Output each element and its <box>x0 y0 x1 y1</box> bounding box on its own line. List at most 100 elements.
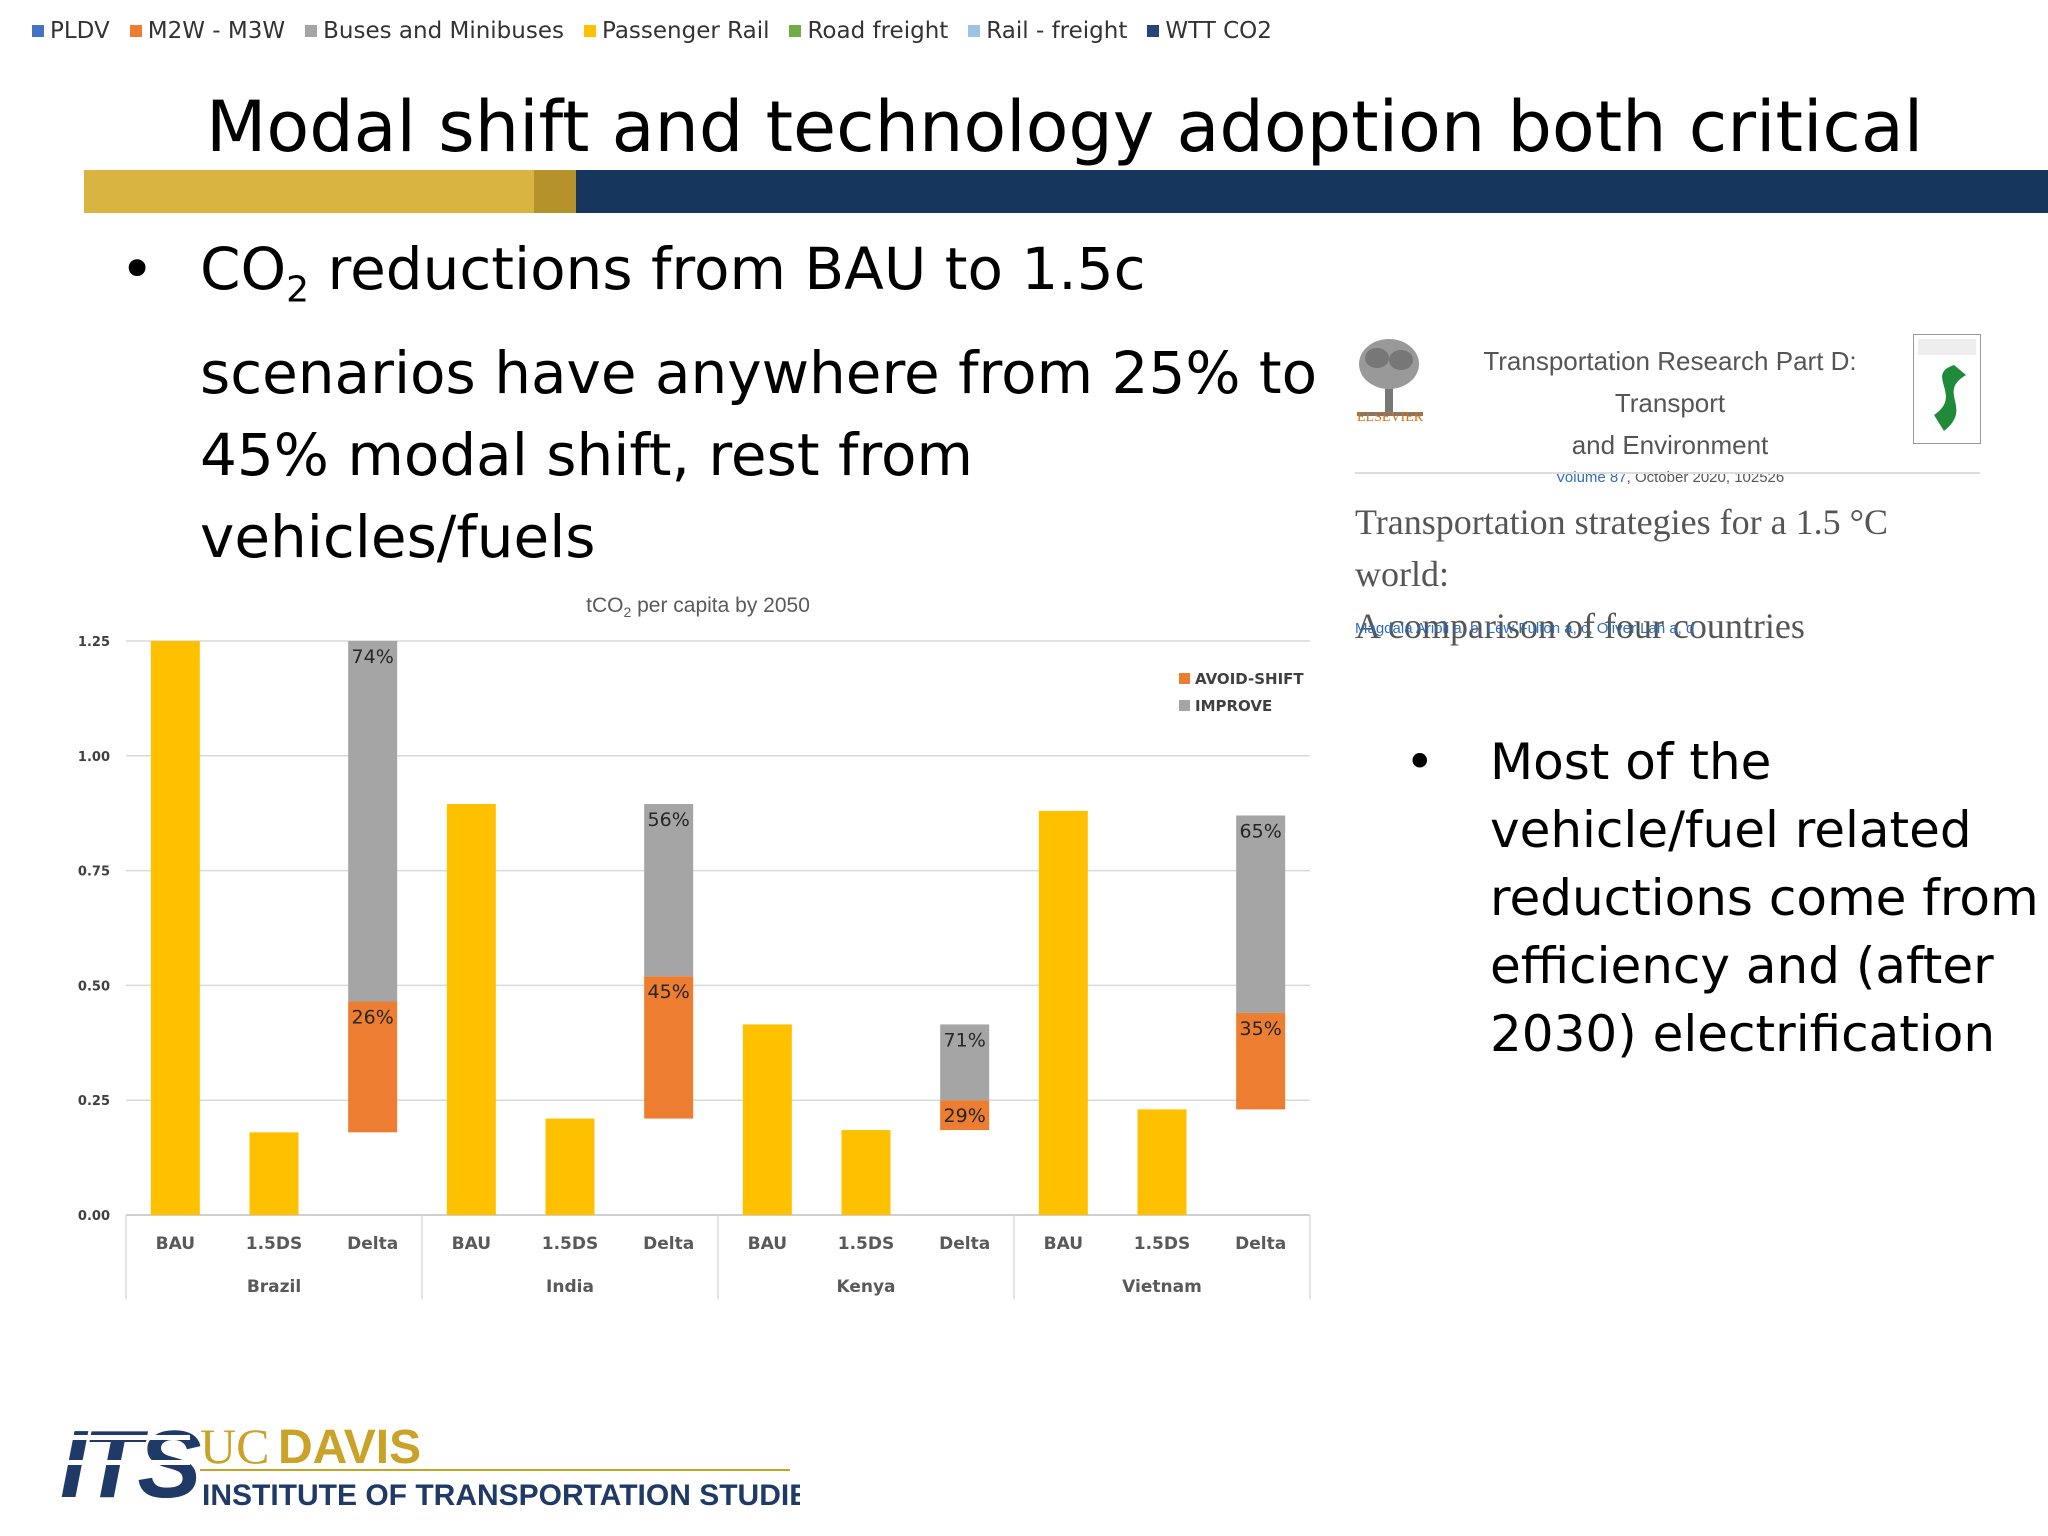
legend-label: M2W - M3W <box>147 18 286 44</box>
x-tick-label: Delta <box>643 1234 694 1254</box>
elsevier-tree-icon <box>1357 339 1423 416</box>
y-tick-label: 1.25 <box>78 635 110 650</box>
x-tick-label: 1.5DS <box>838 1234 894 1254</box>
bar-1-5ds <box>249 1132 299 1215</box>
bar-delta-avoid-shift <box>644 976 694 1119</box>
x-tick-label: BAU <box>156 1234 195 1254</box>
y-tick-label: 0.00 <box>78 1209 110 1224</box>
bar-delta-avoid-shift <box>348 1001 398 1133</box>
paper-title: Transportation strategies for a 1.5 °C w… <box>1355 496 1985 652</box>
legend-label: Buses and Minibuses <box>323 18 564 44</box>
bar-bau <box>150 641 200 1215</box>
journal-cover-image <box>1913 334 1981 444</box>
legend-label: AVOID-SHIFT <box>1195 670 1304 688</box>
bar-1-5ds <box>545 1118 595 1215</box>
bar-bau <box>1038 810 1088 1215</box>
y-tick-label: 1.00 <box>78 750 110 765</box>
legend-label: PLDV <box>50 18 110 44</box>
bullet1-subscript: 2 <box>286 269 310 311</box>
x-tick-label: BAU <box>748 1234 787 1254</box>
legend-label: Rail - freight <box>986 18 1128 44</box>
paper-title-line1: Transportation strategies for a 1.5 °C w… <box>1355 502 1888 594</box>
y-tick-label: 0.50 <box>78 979 110 994</box>
x-tick-label: BAU <box>1044 1234 1083 1254</box>
institute-text: INSTITUTE OF TRANSPORTATION STUDIES <box>202 1479 800 1512</box>
y-tick-label: 0.75 <box>78 865 110 880</box>
legend-swatch-avoid-shift <box>1179 673 1190 684</box>
x-tick-label: 1.5DS <box>542 1234 598 1254</box>
title-band-navy <box>576 170 2048 213</box>
bar-1-5ds <box>841 1130 891 1215</box>
top-legend-item: Buses and Minibuses <box>305 18 564 44</box>
legend-swatch <box>129 25 142 37</box>
title-band-gold-dark <box>534 170 576 213</box>
top-legend-item: WTT CO2 <box>1147 18 1272 44</box>
legend-swatch <box>968 25 981 37</box>
legend-swatch <box>32 25 44 37</box>
journal-line2: and Environment <box>1571 430 1769 460</box>
bullet-dot: • <box>1405 733 1435 791</box>
country-label: Vietnam <box>1122 1277 1202 1297</box>
data-label-avoid-shift: 45% <box>648 981 690 1003</box>
legend-swatch <box>1147 25 1160 37</box>
top-legend-item: PLDV <box>32 18 110 44</box>
top-legend-item: M2W - M3W <box>129 18 286 44</box>
co2-per-capita-chart: tCO2 per capita by 2050 0.00 0.25 0.50 0.75 1… <box>78 594 1311 1299</box>
journal-volume: Volume 87, October 2020, 102526 <box>1435 466 1905 490</box>
bullet1-text-rest: reductions from BAU to 1.5c scenarios ha… <box>200 235 1318 571</box>
x-tick-label: 1.5DS <box>246 1234 302 1254</box>
data-label-improve: 74% <box>352 646 394 668</box>
top-legend-item: Rail - freight <box>968 18 1127 44</box>
chart-title-post: per capita by 2050 <box>631 594 810 617</box>
uc-logo-text: UC <box>200 1418 269 1474</box>
legend-swatch-improve <box>1179 700 1190 711</box>
data-label-avoid-shift: 26% <box>352 1006 394 1028</box>
bar-bau <box>446 804 496 1215</box>
data-label-avoid-shift: 35% <box>1240 1018 1282 1040</box>
country-label: Brazil <box>247 1277 301 1297</box>
bar-delta-improve <box>644 804 694 977</box>
legend-label: Road freight <box>807 18 949 44</box>
top-legend: PLDV M2W - M3W Buses and Minibuses Passenge… <box>32 18 1272 44</box>
its-ucdavis-logo: ITS UC DAVIS INSTITUTE OF TRANSPORTATION… <box>60 1411 800 1515</box>
data-label-improve: 56% <box>648 809 690 831</box>
bar-1-5ds <box>1137 1109 1187 1215</box>
bullet-dot: • <box>120 235 155 303</box>
x-tick-label: 1.5DS <box>1134 1234 1190 1254</box>
x-tick-label: Delta <box>347 1234 398 1254</box>
legend-swatch <box>305 25 318 37</box>
paper-authors[interactable]: Magdala Arioli a, b, Lew Fulton a, c, Ol… <box>1355 620 1695 637</box>
country-label: India <box>546 1277 594 1297</box>
bullet1-text-co: CO <box>200 235 287 303</box>
chart-title: tCO2 per capita by 2050 <box>586 594 810 620</box>
paper-reference: ELSEVIER Transportation Research Part D:… <box>1355 330 1985 650</box>
legend-label: IMPROVE <box>1195 697 1272 715</box>
bar-delta-improve <box>1236 815 1286 1013</box>
bar-delta-improve <box>940 1024 990 1101</box>
journal-name: Transportation Research Part D: Transpor… <box>1435 340 1905 490</box>
slide-title: Modal shift and technology adoption both… <box>206 86 1924 168</box>
y-tick-label: 0.25 <box>78 1094 110 1109</box>
paper-divider <box>1355 472 1980 474</box>
legend-label: Passenger Rail <box>601 18 770 44</box>
data-label-improve: 65% <box>1240 820 1282 842</box>
x-tick-label: Delta <box>1235 1234 1286 1254</box>
chart-title-sub: 2 <box>623 604 631 620</box>
paper-title-line2: A comparison of four countries <box>1355 606 1805 646</box>
legend-swatch <box>789 25 802 37</box>
data-label-avoid-shift: 29% <box>944 1105 986 1127</box>
bar-delta-avoid-shift <box>940 1100 990 1131</box>
bullet2-text: Most of the vehicle/fuel related reducti… <box>1490 733 2039 1063</box>
legend-label: WTT CO2 <box>1165 18 1272 44</box>
country-label: Kenya <box>836 1277 895 1297</box>
x-tick-label: Delta <box>939 1234 990 1254</box>
bar-bau <box>742 1024 792 1215</box>
x-tick-label: BAU <box>452 1234 491 1254</box>
chart-title-pre: tCO <box>586 594 623 617</box>
top-legend-item: Passenger Rail <box>583 18 770 44</box>
journal-line1: Transportation Research Part D: Transpor… <box>1483 346 1857 418</box>
top-legend-item: Road freight <box>789 18 948 44</box>
elsevier-wordmark: ELSEVIER <box>1357 410 1424 425</box>
legend-swatch <box>583 25 596 37</box>
davis-logo-text: DAVIS <box>278 1421 421 1474</box>
